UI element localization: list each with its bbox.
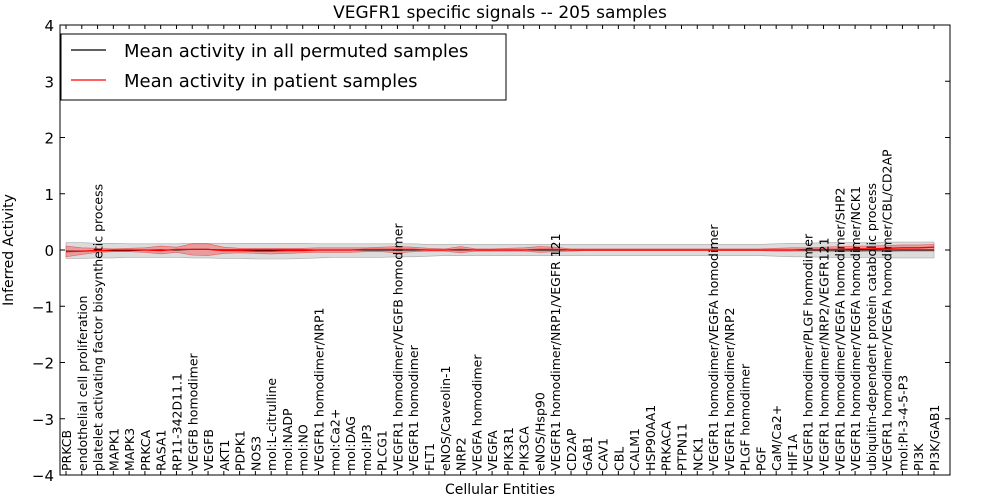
x-tick-label: platelet activating factor biosynthetic … [91, 184, 106, 471]
x-tick-label: VEGFB [201, 429, 216, 471]
x-tick-label: mol:L-citrulline [264, 378, 279, 471]
x-tick-label: VEGFR1 homodimer/NRP1 [312, 308, 327, 471]
x-tick-label: mol:PI-3-4-5-P3 [895, 375, 910, 471]
x-tick-label: VEGFB homodimer [185, 352, 200, 471]
x-tick-label: PIK3R1 [501, 427, 516, 471]
x-tick-label: VEGFR1 homodimer/VEGFA homodimer/SHP2 [832, 187, 847, 471]
line-layer [65, 246, 935, 253]
x-tick-label: endothelial cell proliferation [75, 296, 90, 471]
x-tick-label: eNOS/Caveolin-1 [438, 366, 453, 471]
x-tick-label: PLCG1 [375, 430, 390, 471]
x-tick-label: FLT1 [422, 443, 437, 471]
x-tick-label: PTPN11 [674, 423, 689, 471]
y-tick-label: 1 [44, 186, 54, 204]
x-tick-label: PI3K/GAB1 [927, 405, 942, 471]
y-tick-label: 0 [44, 242, 54, 260]
x-tick-label: CaM/Ca2+ [769, 405, 784, 471]
x-tick-label: CD2AP [564, 428, 579, 471]
y-axis-label: Inferred Activity [1, 194, 17, 306]
y-tick-label: 2 [44, 130, 54, 148]
x-tick-label: PDPK1 [233, 430, 248, 471]
x-tick-label: PGF [753, 447, 768, 471]
x-tick-label: PRKACA [659, 421, 674, 471]
x-tick-label: PIK3CA [517, 426, 532, 471]
x-tick-label: VEGFR1 homodimer/VEGFA homodimer [706, 224, 721, 471]
x-tick-label: AKT1 [217, 440, 232, 471]
x-tick-label: CAV1 [596, 438, 611, 471]
x-tick-label: PRKCB [59, 430, 74, 471]
x-tick-label: PI3K [911, 443, 926, 471]
x-tick-label: HSP90AA1 [643, 405, 658, 471]
x-tick-label: CALM1 [627, 428, 642, 471]
x-tick-label: mol:IP3 [359, 424, 374, 471]
legend-box [60, 33, 507, 101]
series-line-patient [65, 246, 935, 253]
y-tick-label: −1 [32, 298, 54, 316]
x-tick-label: NCK1 [690, 437, 705, 471]
x-tick-label: VEGFR1 homodimer/VEGFA homodimer/NCK1 [848, 186, 863, 471]
legend-label-permuted: Mean activity in all permuted samples [124, 41, 468, 62]
x-tick-label: eNOS/Hsp90 [532, 392, 547, 471]
x-tick-label: VEGFA [485, 430, 500, 471]
x-axis-label: Cellular Entities [445, 482, 555, 498]
y-tick-label: −3 [32, 411, 54, 429]
x-tick-label: MAPK3 [122, 428, 137, 471]
x-tick-label: mol:DAG [343, 416, 358, 471]
legend-label-patient: Mean activity in patient samples [124, 71, 418, 92]
x-tick-label: VEGFR1 homodimer/NRP1/VEGFR 121 [548, 233, 563, 471]
x-tick-label: VEGFR1 homodimer/PLGF homodimer [801, 233, 816, 471]
x-tick-label: NOS3 [248, 436, 263, 471]
x-tick-label: ubiquitin-dependent protein catabolic pr… [864, 183, 879, 471]
y-tick-label: −4 [32, 467, 54, 485]
x-tick-label: GAB1 [580, 436, 595, 471]
x-axis: PRKCB endothelial cell proliferation plate… [59, 25, 942, 475]
x-tick-label: HIF1A [785, 434, 800, 471]
x-tick-label: VEGFR1 homodimer/VEGFA homodimer/CBL/CD2… [880, 149, 895, 471]
x-tick-label: VEGFR1 homodimer/VEGFB homodimer [390, 223, 405, 471]
y-tick-label: 4 [44, 17, 54, 35]
x-tick-label: MAPK1 [106, 428, 121, 471]
x-tick-label: VEGFR1 homodimer/NRP2 [722, 308, 737, 471]
x-tick-label: RASA1 [154, 430, 169, 471]
x-tick-label: RP11-342D11.1 [169, 373, 184, 471]
x-tick-label: mol:NADP [280, 408, 295, 471]
x-tick-label: PLGF homodimer [738, 363, 753, 471]
x-tick-label: PRKCA [138, 430, 153, 471]
y-tick-label: −2 [32, 355, 54, 373]
x-tick-label: VEGFA homodimer [469, 354, 484, 471]
y-axis: −4 −3 −2 −1 0 1 2 3 4 [32, 17, 950, 485]
x-tick-label: mol:NO [296, 424, 311, 471]
x-tick-label: VEGFR1 homodimer/NRP2/VEGFR121 [817, 237, 832, 471]
y-tick-label: 3 [44, 73, 54, 91]
chart-title: VEGFR1 specific signals -- 205 samples [333, 3, 667, 23]
x-tick-label: CBL [611, 447, 626, 471]
legend: Mean activity in all permuted samples Me… [60, 33, 507, 101]
x-tick-label: mol:Ca2+ [327, 409, 342, 471]
x-tick-label: VEGFR1 homodimer [406, 344, 421, 471]
x-tick-label: NRP2 [454, 437, 469, 471]
